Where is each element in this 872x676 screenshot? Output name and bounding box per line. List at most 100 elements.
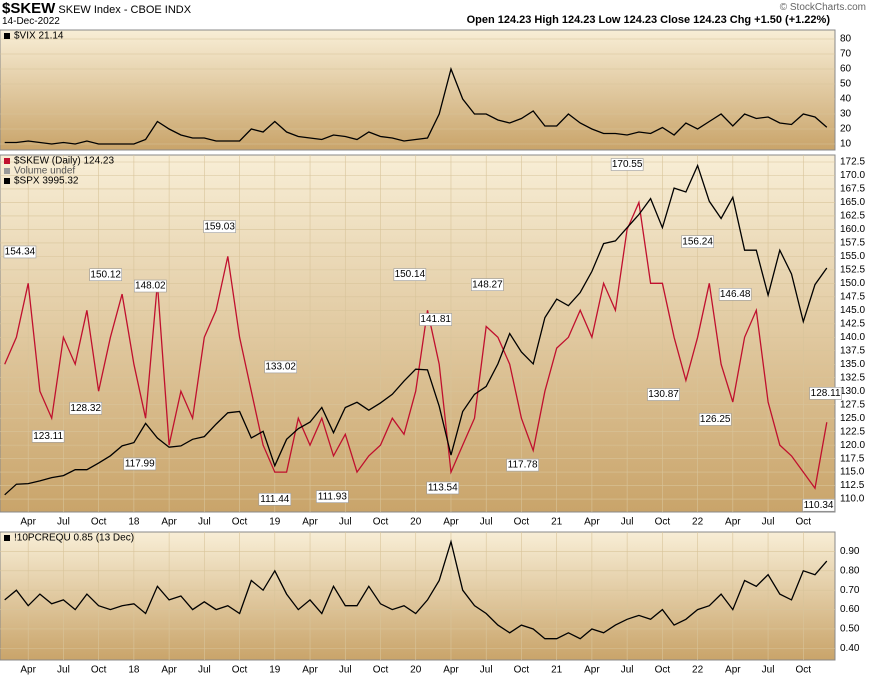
y-tick-label: 0.80: [840, 565, 860, 576]
x-tick-label: Apr: [443, 665, 459, 676]
series-line: [4, 66, 828, 145]
annotation-box: [123, 457, 157, 471]
y-tick-label: 110.0: [840, 494, 865, 505]
legend-label: !10PCREQU 0.85 (13 Dec): [14, 533, 134, 544]
quote-value: 124.23: [693, 14, 727, 26]
y-tick-label: 125.0: [840, 413, 865, 424]
x-tick-label: Jul: [339, 665, 352, 676]
annotation-box: [647, 388, 680, 401]
data-label: 133.02: [265, 362, 296, 373]
y-tick-label: 172.5: [840, 157, 865, 168]
data-label: 141.81: [420, 314, 451, 325]
data-label: 148.27: [472, 279, 503, 290]
y-tick-label: 145.0: [840, 305, 865, 316]
x-tick-label: Jul: [621, 517, 634, 528]
y-tick-label: 170.0: [840, 170, 865, 181]
annotation-box: [698, 413, 732, 426]
data-label: 117.99: [125, 459, 155, 470]
y-tick-label: 117.5: [840, 453, 865, 464]
x-tick-label: Apr: [584, 517, 600, 528]
series-line: [4, 163, 828, 496]
x-tick-label: Apr: [725, 665, 741, 676]
legend-label: $SPX 3995.32: [14, 176, 79, 187]
y-tick-label: 122.5: [840, 426, 865, 437]
x-tick-label: Jul: [57, 665, 70, 676]
quote-label: Chg: [729, 14, 752, 26]
x-tick-label: Oct: [655, 665, 671, 676]
y-tick-label: 157.5: [840, 238, 865, 249]
x-tick-label: 22: [692, 517, 704, 528]
y-tick-label: 132.5: [840, 372, 865, 383]
y-tick-label: 115.0: [840, 467, 865, 478]
data-label: 111.93: [318, 491, 348, 502]
x-tick-label: Jul: [762, 517, 775, 528]
data-label: 150.12: [90, 269, 121, 280]
annotation-box: [471, 278, 504, 291]
x-tick-label: Apr: [302, 665, 318, 676]
data-label: 146.48: [720, 289, 751, 300]
y-tick-label: 30: [840, 109, 852, 120]
data-label: 113.54: [428, 483, 458, 494]
annotation-box: [426, 481, 460, 495]
quote-label: Open: [466, 14, 495, 26]
note: Volume undef: [14, 166, 75, 177]
x-tick-label: Jul: [762, 665, 775, 676]
legend-swatch: [4, 158, 10, 164]
y-tick-label: 147.5: [840, 291, 865, 302]
y-tick-label: 0.60: [840, 604, 860, 615]
series-line: [4, 539, 828, 640]
y-tick-label: 130.0: [840, 386, 865, 397]
annotation-box: [506, 458, 539, 472]
y-tick-label: 80: [840, 34, 852, 45]
data-label: 117.78: [508, 460, 538, 471]
annotation-box: [264, 360, 297, 374]
x-tick-label: Oct: [514, 517, 530, 528]
y-tick-label: 40: [840, 94, 852, 105]
y-tick-label: 137.5: [840, 345, 865, 356]
y-tick-label: 0.50: [840, 624, 860, 635]
data-label: 128.32: [70, 403, 101, 414]
y-tick-label: 127.5: [840, 399, 865, 410]
x-tick-label: 18: [128, 665, 140, 676]
annotation-box: [31, 430, 65, 443]
date: 14-Dec-2022: [2, 16, 60, 27]
y-tick-label: 160.0: [840, 224, 865, 235]
x-tick-label: Apr: [20, 665, 36, 676]
y-tick-label: 152.5: [840, 265, 865, 276]
x-tick-label: Jul: [480, 517, 493, 528]
index-name: SKEW Index - CBOE INDX: [58, 4, 192, 16]
annotation-box: [681, 235, 714, 248]
data-label: 170.55: [612, 159, 643, 170]
quote-label: High: [534, 14, 559, 26]
legend-label: $VIX 21.14: [14, 31, 64, 42]
x-tick-label: Oct: [91, 517, 107, 528]
data-label: 154.34: [5, 247, 36, 258]
x-tick-label: 21: [551, 665, 563, 676]
x-tick-label: Apr: [443, 517, 459, 528]
x-tick-label: Apr: [584, 665, 600, 676]
data-label: 148.02: [135, 281, 166, 292]
y-tick-label: 50: [840, 79, 852, 90]
x-tick-label: Apr: [302, 517, 318, 528]
y-tick-label: 142.5: [840, 318, 865, 329]
x-tick-label: Apr: [161, 517, 177, 528]
x-tick-label: 22: [692, 665, 704, 676]
x-tick-label: 21: [551, 517, 563, 528]
x-tick-label: Jul: [480, 665, 493, 676]
x-tick-label: 20: [410, 517, 422, 528]
x-tick-label: Oct: [373, 665, 389, 676]
header: $SKEW SKEW Index - CBOE INDX 14-Dec-2022…: [2, 0, 870, 28]
data-label: 111.44: [260, 494, 290, 505]
panel-background: [0, 531, 836, 661]
y-tick-label: 120.0: [840, 440, 865, 451]
quote-value: 124.23: [561, 14, 596, 26]
x-tick-label: Jul: [57, 517, 70, 528]
x-tick-label: Oct: [232, 665, 248, 676]
x-tick-label: Oct: [232, 517, 248, 528]
x-tick-label: Oct: [91, 665, 107, 676]
annotation-box: [258, 492, 292, 506]
data-label: 110.34: [804, 500, 834, 511]
x-tick-label: 18: [128, 517, 140, 528]
legend-swatch: [4, 178, 10, 184]
